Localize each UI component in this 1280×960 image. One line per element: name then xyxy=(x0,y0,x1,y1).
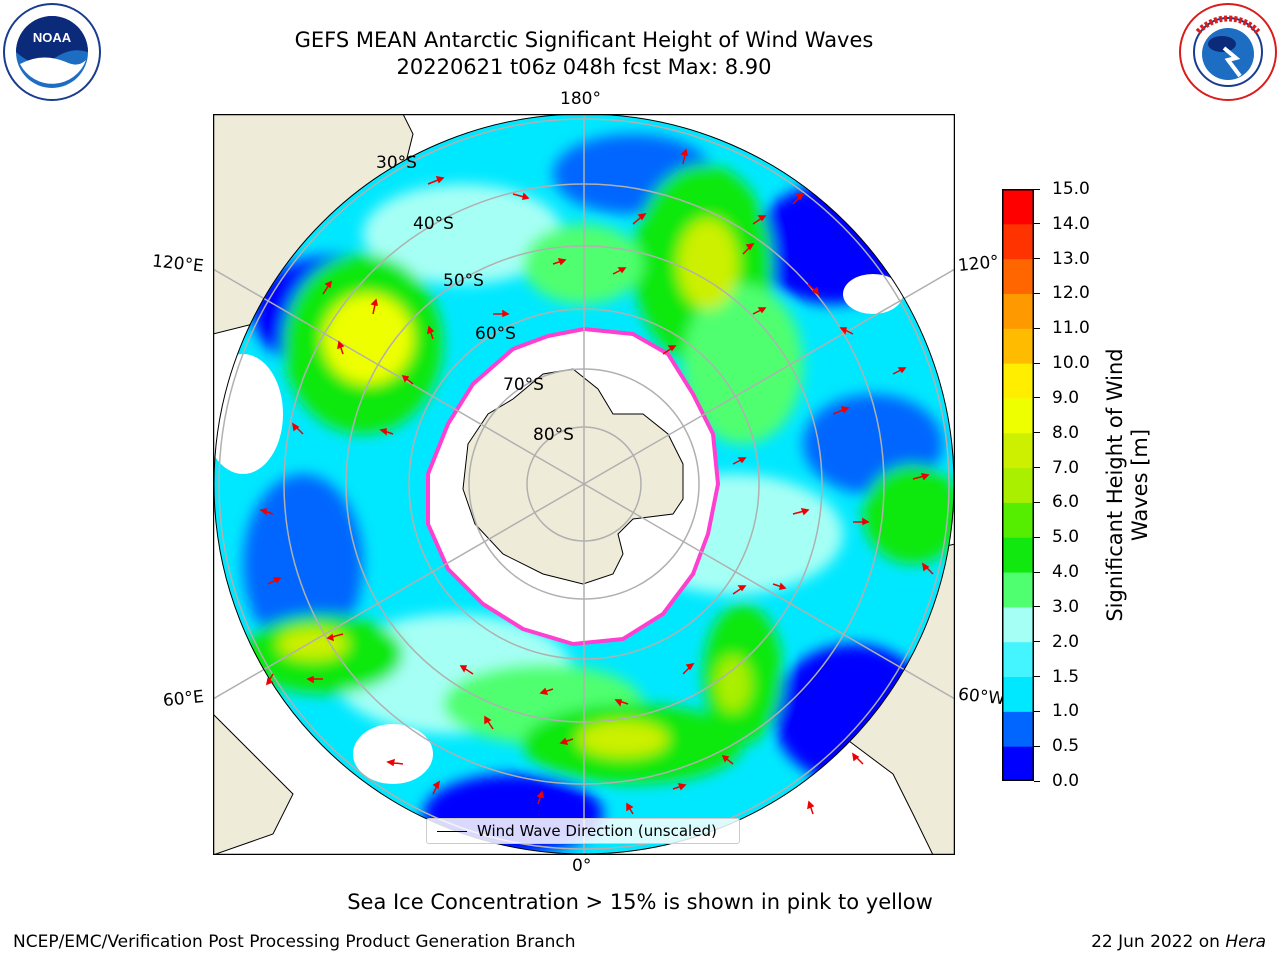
chart-subtitle: 20220621 t06z 048h fcst Max: 8.90 xyxy=(396,55,772,79)
colorbar-tick-label: 0.0 xyxy=(1052,771,1080,791)
wind-wave-arrows xyxy=(259,148,934,815)
lon-label-180: 180° xyxy=(560,89,601,109)
nws-logo xyxy=(1179,3,1277,101)
lon-label-0: 0° xyxy=(572,856,592,876)
colorbar-tick-mark xyxy=(1034,362,1040,364)
colorbar-band xyxy=(1002,467,1034,503)
lat-label-50s: 50°S xyxy=(443,271,484,291)
colorbar-band xyxy=(1002,189,1034,225)
colorbar-tick-label: 1.5 xyxy=(1052,666,1080,687)
colorbar-band xyxy=(1002,258,1034,294)
colorbar-band xyxy=(1002,397,1034,434)
colorbar-tick-label: 12.0 xyxy=(1052,283,1090,304)
colorbar-tick-mark xyxy=(1034,571,1040,573)
lat-label-40s: 40°S xyxy=(413,214,454,234)
colorbar-band xyxy=(1002,537,1034,573)
colorbar-tick-mark xyxy=(1034,606,1040,608)
colorbar-tick-mark xyxy=(1034,327,1040,329)
colorbar-tick-label: 4.0 xyxy=(1052,562,1080,583)
colorbar-band xyxy=(1002,293,1034,329)
colorbar-tick-label: 11.0 xyxy=(1052,318,1090,339)
colorbar-tick-label: 9.0 xyxy=(1052,387,1080,408)
colorbar-tick-label: 15.0 xyxy=(1052,179,1090,199)
colorbar-tick-label: 14.0 xyxy=(1052,213,1090,234)
colorbar-tick-label: 6.0 xyxy=(1052,492,1080,513)
colorbar-band xyxy=(1002,328,1034,364)
colorbar-band xyxy=(1002,572,1034,608)
colorbar xyxy=(1002,189,1034,781)
colorbar-tick-mark xyxy=(1034,745,1040,747)
colorbar-band xyxy=(1002,746,1034,781)
lon-label-60w: 60°W xyxy=(957,684,1006,710)
colorbar-tick-mark xyxy=(1034,432,1040,434)
colorbar-tick-mark xyxy=(1034,258,1040,260)
footer-date-text: 22 Jun 2022 on xyxy=(1091,932,1220,952)
colorbar-tick-label: 8.0 xyxy=(1052,422,1080,443)
colorbar-band xyxy=(1002,432,1034,469)
colorbar-band xyxy=(1002,711,1034,747)
colorbar-tick-mark xyxy=(1034,188,1040,190)
colorbar-tick-mark xyxy=(1034,676,1040,678)
colorbar-tick-mark xyxy=(1034,292,1040,294)
sea-ice-note: Sea Ice Concentration > 15% is shown in … xyxy=(347,890,933,914)
colorbar-band xyxy=(1002,676,1034,712)
colorbar-band xyxy=(1002,223,1034,260)
colorbar-band xyxy=(1002,502,1034,538)
colorbar-tick-label: 1.0 xyxy=(1052,701,1080,722)
lat-label-70s: 70°S xyxy=(503,375,544,395)
legend-line-icon xyxy=(437,831,467,832)
colorbar-tick-mark xyxy=(1034,501,1040,503)
colorbar-tick-mark xyxy=(1034,223,1040,225)
colorbar-tick-mark xyxy=(1034,397,1040,399)
lat-label-60s: 60°S xyxy=(475,324,516,344)
colorbar-band xyxy=(1002,641,1034,678)
colorbar-tick-mark xyxy=(1034,710,1040,712)
africa-land xyxy=(213,713,294,855)
lat-label-80s: 80°S xyxy=(533,425,574,445)
colorbar-tick-mark xyxy=(1034,780,1040,782)
colorbar-tick-label: 3.0 xyxy=(1052,596,1080,617)
colorbar-tick-label: 7.0 xyxy=(1052,457,1080,478)
colorbar-tick-mark xyxy=(1034,467,1040,469)
footer-machine: Hera xyxy=(1225,932,1266,952)
wave-height-map: 30°S 40°S 50°S 60°S 70°S 80°S xyxy=(213,114,955,855)
colorbar-label: Significant Height of Wind Waves [m] xyxy=(1103,348,1152,622)
colorbar-tick-label: 5.0 xyxy=(1052,527,1080,548)
lat-label-30s: 30°S xyxy=(376,153,417,173)
lon-label-60e: 60°E xyxy=(162,686,205,712)
colorbar-tick-label: 13.0 xyxy=(1052,248,1090,269)
lon-label-120e: 120°E xyxy=(151,251,205,277)
colorbar-tick-label: 0.5 xyxy=(1052,736,1080,757)
noaa-logo: NOAA xyxy=(3,3,101,101)
legend-label: Wind Wave Direction (unscaled) xyxy=(477,822,717,840)
noaa-logo-text: NOAA xyxy=(33,30,72,45)
map-legend: Wind Wave Direction (unscaled) xyxy=(426,818,740,844)
colorbar-tick-label: 2.0 xyxy=(1052,631,1080,652)
chart-title: GEFS MEAN Antarctic Significant Height o… xyxy=(294,28,874,52)
colorbar-band xyxy=(1002,606,1034,643)
colorbar-tick-mark xyxy=(1034,641,1040,643)
antarctica-land xyxy=(462,368,684,585)
colorbar-tick-label: 10.0 xyxy=(1052,353,1090,374)
colorbar-tick-mark xyxy=(1034,536,1040,538)
footer-date: 22 Jun 2022 on Hera xyxy=(1091,932,1266,952)
colorbar-band xyxy=(1002,363,1034,399)
footer-credit: NCEP/EMC/Verification Post Processing Pr… xyxy=(13,932,576,952)
lon-label-120w: 120° xyxy=(957,251,1000,277)
